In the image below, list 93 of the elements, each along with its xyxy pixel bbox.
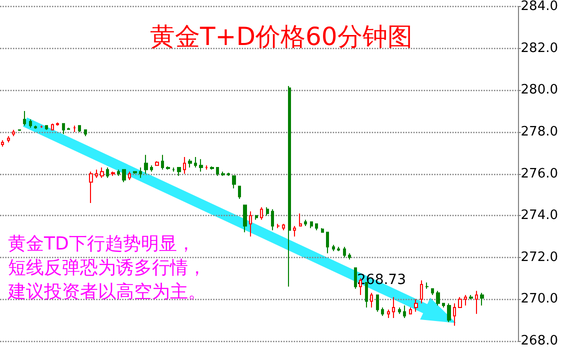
y-tick-label: 276.0 xyxy=(520,166,558,182)
candlestick xyxy=(442,302,445,308)
candlestick xyxy=(271,208,274,231)
candlestick xyxy=(370,292,373,308)
candlestick xyxy=(45,125,48,130)
annotation: 建议投资者以高空为主。 xyxy=(7,282,206,302)
candlestick xyxy=(392,296,395,319)
candlestick xyxy=(7,136,10,143)
candlestick xyxy=(188,158,192,168)
candlestick xyxy=(227,172,230,176)
candlestick xyxy=(62,123,65,135)
candlestick xyxy=(453,302,456,326)
candlestick xyxy=(304,219,307,227)
candlestick xyxy=(243,204,247,233)
candlestick xyxy=(73,125,76,132)
y-tick-label: 268.0 xyxy=(520,334,558,348)
text: 黄金T+D价格60分钟图 xyxy=(150,22,412,51)
candlestick xyxy=(398,307,401,314)
candlestick xyxy=(117,169,120,176)
candlestick xyxy=(315,223,318,231)
candlestick xyxy=(464,294,467,306)
candlestick xyxy=(266,206,269,216)
candlestick xyxy=(310,221,313,229)
candlestick xyxy=(282,223,285,231)
candlestick xyxy=(177,166,181,176)
candlestick xyxy=(288,85,291,288)
candlestick xyxy=(111,171,115,176)
candlestick xyxy=(299,212,302,227)
candlestick xyxy=(166,166,170,170)
candlestick xyxy=(95,169,98,178)
candlestick xyxy=(348,252,351,260)
candlestick xyxy=(425,282,429,290)
candlestick xyxy=(337,246,340,252)
candlestick xyxy=(387,309,390,319)
annotation: 黄金TD下行趋势明显， xyxy=(8,234,195,254)
y-tick-label: 278.0 xyxy=(520,124,558,140)
candlestick xyxy=(381,307,384,316)
candlestick xyxy=(67,127,70,130)
candlestick xyxy=(221,171,225,176)
y-tick-label: 270.0 xyxy=(520,292,558,307)
candlestick xyxy=(403,304,406,319)
candlestick xyxy=(133,171,137,174)
y-tick-label: 284.0 xyxy=(520,0,558,14)
candlestick xyxy=(183,156,186,174)
candlestick xyxy=(232,175,236,189)
candlestick xyxy=(128,171,131,181)
candlestick xyxy=(210,166,214,170)
candlestick xyxy=(29,118,32,128)
candlestick xyxy=(216,166,219,176)
candlestick xyxy=(326,232,329,254)
candlestick xyxy=(249,210,252,237)
y-tick-label: 274.0 xyxy=(520,208,558,224)
candlestick xyxy=(343,246,346,258)
candlestick xyxy=(420,280,423,304)
candlestick xyxy=(122,169,126,183)
y-tick-label: 280.0 xyxy=(520,82,558,98)
candlestick xyxy=(354,267,357,290)
candlestick xyxy=(56,122,59,126)
candlestick xyxy=(260,206,263,220)
candlestick xyxy=(150,164,153,172)
candlestick xyxy=(447,302,451,323)
candlestick xyxy=(431,288,434,296)
y-tick-label: 272.0 xyxy=(520,250,558,265)
candlestick xyxy=(255,215,258,220)
candlestick xyxy=(100,166,104,178)
candlestick xyxy=(51,123,54,130)
candlestick xyxy=(194,156,197,168)
candlestick xyxy=(238,186,241,200)
candlestick xyxy=(469,294,473,300)
candlestick xyxy=(475,290,478,314)
candlestick xyxy=(199,158,203,172)
candlestick xyxy=(106,166,109,178)
candlestick xyxy=(293,226,296,237)
candlestick xyxy=(332,244,335,252)
annotation: 短线反弹恐为诱多行情， xyxy=(8,258,206,278)
candlestick xyxy=(376,294,379,312)
candlestick xyxy=(144,154,148,174)
candlestick xyxy=(34,125,37,130)
candlestick xyxy=(480,292,484,306)
candlestick xyxy=(155,160,159,166)
candlestick xyxy=(414,298,418,312)
candlestick xyxy=(436,290,440,306)
candlestick xyxy=(321,228,324,233)
candlestick xyxy=(78,125,81,132)
candlestick xyxy=(89,171,93,204)
candlestick xyxy=(84,129,87,137)
candlestick xyxy=(409,307,412,314)
candlestick xyxy=(139,166,142,178)
candlestick xyxy=(12,129,15,137)
candlestick xyxy=(23,110,26,126)
candlestick xyxy=(161,154,164,170)
candlestick xyxy=(458,296,462,308)
y-tick-label: 282.0 xyxy=(520,40,558,56)
